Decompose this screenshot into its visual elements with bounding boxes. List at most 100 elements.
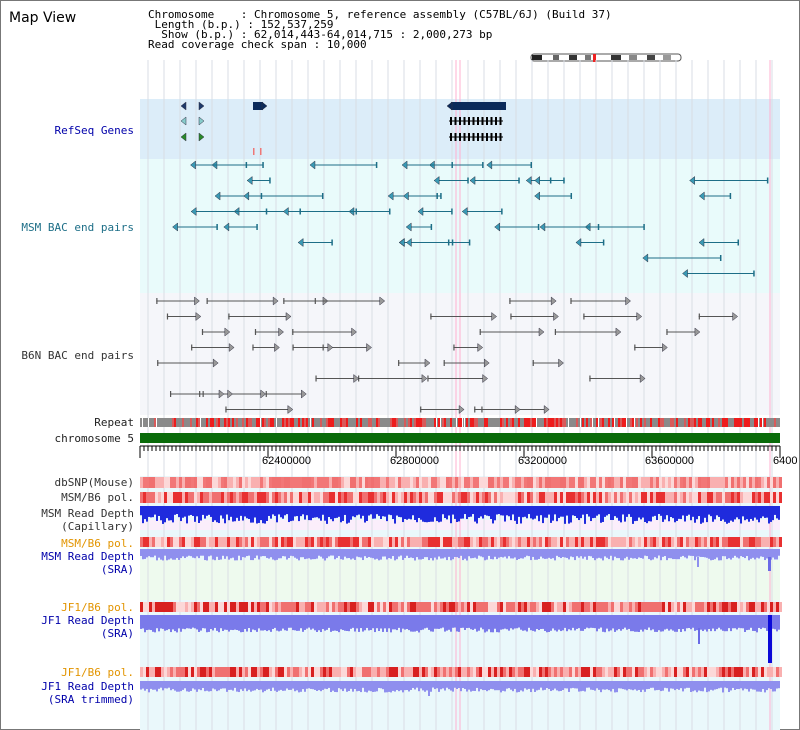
depth-bar (212, 681, 214, 689)
pol-segment (434, 477, 437, 488)
repeat-segment (532, 418, 534, 427)
depth-bar (366, 681, 368, 693)
repeat-segment (526, 418, 528, 427)
depth-bar (684, 506, 686, 522)
track-label-msm-bac[interactable]: MSM BAC end pairs (21, 221, 134, 234)
pol-segment (203, 602, 206, 612)
depth-bar (236, 681, 238, 692)
pol-segment (194, 477, 197, 488)
chromosome-ideogram[interactable] (529, 52, 685, 64)
pol-segment (212, 537, 215, 547)
pol-segment (764, 492, 767, 503)
depth-bar (610, 506, 612, 520)
pol-segment (374, 602, 377, 612)
pol-segment (251, 477, 254, 488)
pol-segment (389, 602, 392, 612)
depth-bar (522, 615, 524, 631)
depth-bar (632, 506, 634, 524)
depth-bar (748, 506, 750, 522)
pol-segment (461, 537, 464, 547)
depth-bar (384, 506, 386, 517)
depth-bar (688, 681, 690, 688)
pol-segment (641, 667, 644, 677)
bac-end-arrow (534, 191, 540, 201)
pol-segment (572, 477, 575, 488)
depth-bar (546, 615, 548, 633)
depth-bar (432, 549, 434, 561)
repeat-segment (328, 418, 330, 427)
repeat-segment (474, 418, 476, 427)
pol-segment (587, 602, 590, 612)
pol-segment (200, 492, 203, 503)
chromosome-label: Chromosome (148, 8, 215, 21)
depth-bar (450, 681, 452, 691)
depth-bar (434, 549, 436, 558)
pol-segment (278, 537, 281, 547)
depth-bar (220, 615, 222, 629)
repeat-segment (544, 418, 546, 427)
depth-bar (400, 681, 402, 691)
pol-segment (725, 477, 728, 488)
pol-segment (203, 492, 206, 503)
depth-bar (584, 615, 586, 630)
depth-bar (238, 615, 240, 631)
depth-bar (406, 506, 408, 520)
bac-end-arrow (639, 373, 646, 384)
depth-bar (374, 615, 376, 633)
pol-segment (605, 492, 608, 503)
pol-segment (674, 492, 677, 503)
bac-end-tick (563, 177, 565, 184)
depth-bar (772, 615, 774, 629)
pol-segment (689, 477, 692, 488)
pol-segment (761, 602, 764, 612)
gene-arrow (261, 101, 268, 111)
depth-bar (490, 506, 492, 520)
pol-segment (365, 477, 368, 488)
depth-bar (724, 506, 726, 522)
pol-segment (287, 477, 290, 488)
depth-bar (398, 549, 400, 557)
depth-bar (468, 615, 470, 628)
pol-segment (461, 492, 464, 503)
gene-exon (481, 117, 484, 125)
depth-bar (460, 506, 462, 519)
pol-segment (302, 477, 305, 488)
pol-segment (449, 602, 452, 612)
pol-segment (230, 537, 233, 547)
depth-bar (738, 549, 740, 559)
pol-segment (755, 667, 758, 677)
depth-bar (466, 615, 468, 629)
pol-segment (662, 537, 665, 547)
depth-bar (368, 615, 370, 631)
pol-segment (485, 667, 488, 677)
bac-end-arrow (223, 222, 230, 232)
pol-segment (293, 602, 296, 612)
depth-bar (402, 615, 404, 629)
depth-bar (744, 506, 746, 521)
pol-segment (647, 477, 650, 488)
pol-segment (695, 477, 698, 488)
track-label-b6n-bac[interactable]: B6N BAC end pairs (21, 349, 134, 362)
depth-bar (524, 549, 526, 558)
depth-bar (368, 681, 370, 691)
depth-bar (182, 549, 184, 557)
bac-end-tick (451, 208, 453, 215)
depth-bar (352, 615, 354, 628)
depth-bar (662, 549, 664, 557)
depth-bar (610, 549, 612, 556)
pol-segment (710, 477, 713, 488)
depth-bar (648, 681, 650, 689)
pol-segment (197, 667, 200, 677)
pol-segment (242, 477, 245, 488)
pol-segment (527, 667, 530, 677)
bac-end-tick (430, 313, 432, 320)
pol-segment (506, 477, 509, 488)
bac-end-arrow (482, 373, 489, 384)
bac-end-tick (602, 239, 605, 246)
depth-bar (206, 549, 208, 561)
track-label-refseq[interactable]: RefSeq Genes (54, 124, 134, 137)
pol-segment (659, 492, 662, 503)
pol-segment (605, 477, 608, 488)
depth-bar (258, 681, 260, 691)
